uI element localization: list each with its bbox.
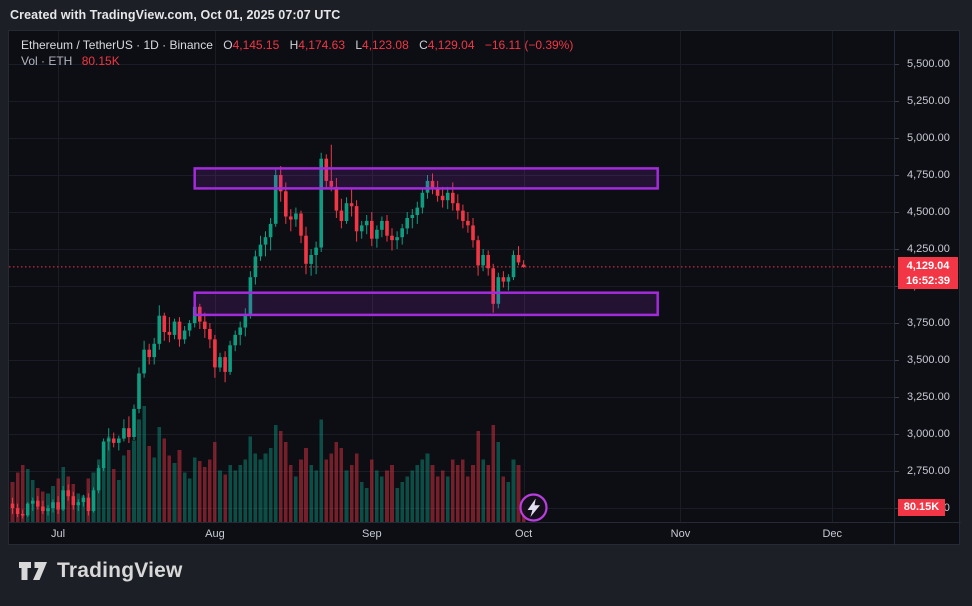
bar-countdown: 16:52:39 [905, 274, 951, 287]
price-tick-label: 3,000.00 [907, 427, 950, 440]
chart-plot-area[interactable] [9, 31, 894, 522]
symbol-title: Ethereum / TetherUS · 1D · Binance [21, 38, 213, 52]
price-tick-mark [895, 101, 899, 103]
price-tick-mark [895, 212, 899, 214]
grid-lines [9, 31, 894, 522]
price-tick-mark [895, 138, 899, 140]
volume-badge: 80.15K [898, 498, 945, 516]
last-price-value: 4,129.04 [906, 259, 950, 272]
price-tick-mark [895, 64, 899, 65]
price-tick-label: 4,250.00 [907, 242, 950, 255]
price-tick-mark [895, 360, 899, 362]
legend-main-row: Ethereum / TetherUS · 1D · Binance O4,14… [21, 37, 573, 53]
lightning-bolt-icon [527, 498, 540, 517]
month-label: Jul [51, 528, 66, 540]
attribution-bar: Created with TradingView.com, Oct 01, 20… [0, 0, 972, 30]
price-tick-label: 3,500.00 [907, 353, 950, 366]
scales-corner [894, 522, 961, 546]
price-scale[interactable]: 4,129.04 16:52:39 80.15K 5,500.00 5,250.0… [894, 31, 961, 522]
boost-ring [519, 493, 548, 522]
price-tick-label: 3,250.00 [907, 390, 950, 403]
legend-volume-row: Vol · ETH 80.15K [21, 53, 573, 69]
time-scale[interactable]: Jul Aug Sep Oct Nov Dec [9, 522, 894, 546]
price-tick-label: 2,750.00 [907, 464, 950, 477]
price-tick-mark [895, 508, 899, 510]
price-tick-label: 4,500.00 [907, 205, 950, 218]
price-tick-mark [895, 397, 899, 399]
volume-label: Vol · ETH [21, 54, 73, 68]
ohlc-close: C4,129.04 [419, 38, 475, 52]
price-tick-mark [895, 434, 899, 436]
candles [10, 144, 526, 519]
price-tick-mark [895, 471, 899, 473]
chart-legend: Ethereum / TetherUS · 1D · Binance O4,14… [21, 37, 573, 69]
price-tick-label: 5,000.00 [907, 131, 950, 144]
price-tick-mark [895, 286, 899, 288]
change-value: −16.11 (−0.39%) [484, 38, 574, 52]
month-label: Oct [515, 528, 533, 540]
supply-zone[interactable] [193, 167, 659, 190]
month-label: Sep [362, 528, 382, 540]
boost-button[interactable] [517, 491, 550, 524]
ohlc-low: L4,123.08 [355, 38, 409, 52]
tradingview-wordmark: TradingView [57, 559, 183, 582]
tradingview-logo[interactable]: TradingView [18, 559, 183, 583]
ohlc-open: O4,145.15 [223, 38, 280, 52]
price-tick-label: 4,750.00 [907, 168, 950, 181]
volume-value: 80.15K [81, 54, 120, 68]
demand-zone[interactable] [193, 291, 659, 317]
price-tick-label: 5,250.00 [907, 94, 950, 107]
price-tick-label: 5,500.00 [907, 57, 950, 70]
price-tick-mark [895, 175, 899, 177]
ohlc-high: H4,174.63 [289, 38, 346, 52]
chart-panel: Ethereum / TetherUS · 1D · Binance O4,14… [8, 30, 961, 546]
month-label: Dec [822, 528, 843, 540]
price-tick-mark [895, 249, 899, 251]
last-price-badge: 4,129.04 16:52:39 [898, 256, 958, 289]
price-tick-mark [895, 323, 899, 325]
month-label: Aug [205, 528, 225, 540]
price-tick-label: 3,750.00 [907, 316, 950, 329]
attribution-text: Created with TradingView.com, Oct 01, 20… [10, 8, 341, 22]
month-label: Nov [670, 528, 691, 540]
candlestick-chart[interactable] [9, 31, 894, 522]
tradingview-mark-icon [19, 562, 47, 580]
